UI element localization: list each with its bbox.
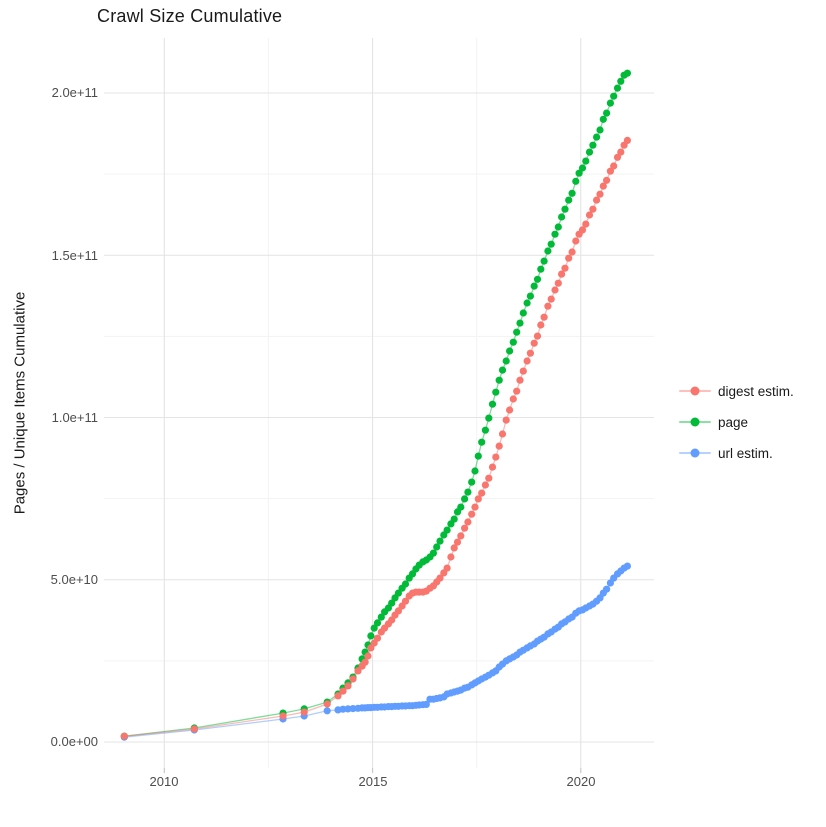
legend-key-url [678,442,712,464]
page-title: Crawl Size Cumulative [97,6,283,26]
y-axis-title: Pages / Unique Items Cumulative [11,291,29,515]
y-tick-label-2: 1.0e+11 [51,410,98,425]
legend-label: digest estim. [718,383,794,399]
legend: digest estim. page url estim. [678,380,794,464]
y-tick-label-3: 1.5e+11 [51,248,98,263]
legend-label: page [718,414,749,430]
y-tick-label-0: 0.0e+00 [50,734,98,749]
legend-dot-icon [690,386,700,396]
legend-item-digest: digest estim. [678,380,794,402]
y-tick-label-1: 5.0e+10 [50,572,98,587]
legend-dot-icon [690,417,700,427]
x-tick-label-2015: 2015 [358,774,388,789]
x-tick-label-2010: 2010 [149,774,179,789]
x-tick-label-2020: 2020 [566,774,596,789]
legend-label: url estim. [718,445,773,461]
legend-dot-icon [690,448,700,458]
y-tick-label-4: 2.0e+11 [51,85,98,100]
legend-key-digest [678,380,712,402]
legend-item-page: page [678,411,794,433]
legend-key-page [678,411,712,433]
legend-item-url: url estim. [678,442,794,464]
